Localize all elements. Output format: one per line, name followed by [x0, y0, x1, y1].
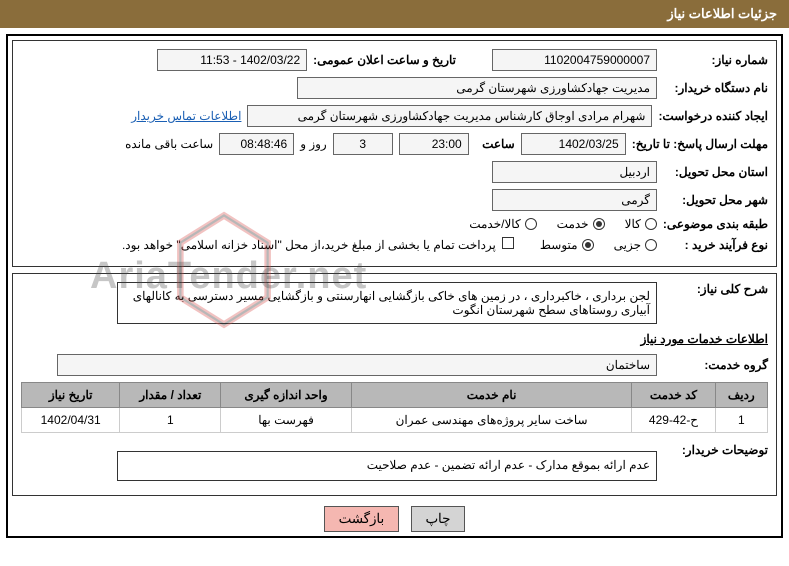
radio-both-label: کالا/خدمت — [469, 217, 520, 231]
details-panel: شماره نیاز: 1102004759000007 تاریخ و ساع… — [12, 40, 777, 267]
table-header: نام خدمت — [351, 383, 632, 408]
days-suffix: روز و — [300, 137, 327, 151]
countdown: 08:48:46 — [219, 133, 294, 155]
table-header: تعداد / مقدار — [120, 383, 221, 408]
days-count: 3 — [333, 133, 393, 155]
payment-note: پرداخت تمام یا بخشی از مبلغ خرید،از محل … — [122, 238, 496, 252]
province-label: استان محل تحویل: — [663, 165, 768, 179]
buyer-notes-label: توضیحات خریدار: — [663, 443, 768, 457]
time-label: ساعت — [475, 137, 515, 151]
table-cell: ح-42-429 — [632, 408, 715, 433]
deadline-label: مهلت ارسال پاسخ: تا تاریخ: — [632, 137, 768, 151]
table-cell: ساخت سایر پروژه‌های مهندسی عمران — [351, 408, 632, 433]
radio-service[interactable] — [593, 218, 605, 230]
table-header: واحد اندازه گیری — [221, 383, 351, 408]
page-title: جزئیات اطلاعات نیاز — [0, 0, 789, 28]
announce-value: 1402/03/22 - 11:53 — [157, 49, 307, 71]
description-panel: شرح کلی نیاز: لجن برداری ، خاکبرداری ، د… — [12, 273, 777, 496]
radio-goods[interactable] — [645, 218, 657, 230]
radio-both[interactable] — [525, 218, 537, 230]
desc-text: لجن برداری ، خاکبرداری ، در زمین های خاک… — [117, 282, 657, 324]
treasury-checkbox[interactable] — [502, 237, 514, 249]
creator-value: شهرام مرادی اوجاق کارشناس مدیریت جهادکشا… — [247, 105, 652, 127]
radio-service-label: خدمت — [557, 217, 589, 231]
back-button[interactable]: بازگشت — [324, 506, 400, 532]
request-no-value: 1102004759000007 — [492, 49, 657, 71]
table-header: تاریخ نیاز — [22, 383, 120, 408]
category-label: طبقه بندی موضوعی: — [663, 217, 768, 231]
radio-minor[interactable] — [645, 239, 657, 251]
request-no-label: شماره نیاز: — [663, 53, 768, 67]
city-label: شهر محل تحویل: — [663, 193, 768, 207]
table-cell: 1 — [120, 408, 221, 433]
announce-label: تاریخ و ساعت اعلان عمومی: — [313, 53, 456, 67]
table-cell: فهرست بها — [221, 408, 351, 433]
print-button[interactable]: چاپ — [411, 506, 466, 532]
contact-link[interactable]: اطلاعات تماس خریدار — [131, 109, 241, 123]
group-label: گروه خدمت: — [663, 358, 768, 372]
creator-label: ایجاد کننده درخواست: — [658, 109, 768, 123]
table-header: ردیف — [715, 383, 767, 408]
radio-goods-label: کالا — [625, 217, 641, 231]
desc-label: شرح کلی نیاز: — [663, 282, 768, 296]
radio-minor-label: جزیی — [614, 238, 641, 252]
deadline-date: 1402/03/25 — [521, 133, 626, 155]
services-table: ردیفکد خدمتنام خدمتواحد اندازه گیریتعداد… — [21, 382, 768, 433]
purchase-type-label: نوع فرآیند خرید : — [663, 238, 768, 252]
table-cell: 1 — [715, 408, 767, 433]
province-value: اردبیل — [492, 161, 657, 183]
table-header: کد خدمت — [632, 383, 715, 408]
radio-medium[interactable] — [582, 239, 594, 251]
deadline-time: 23:00 — [399, 133, 469, 155]
buyer-notes: عدم ارائه بموقع مدارک - عدم ارائه تضمین … — [117, 451, 657, 481]
buyer-org-label: نام دستگاه خریدار: — [663, 81, 768, 95]
buyer-org-value: مدیریت جهادکشاورزی شهرستان گرمی — [297, 77, 657, 99]
purchase-type-radio-group: جزیی متوسط — [540, 238, 657, 252]
table-row: 1ح-42-429ساخت سایر پروژه‌های مهندسی عمرا… — [22, 408, 768, 433]
services-title: اطلاعات خدمات مورد نیاز — [21, 332, 768, 346]
radio-medium-label: متوسط — [540, 238, 578, 252]
table-cell: 1402/04/31 — [22, 408, 120, 433]
remaining-suffix: ساعت باقی مانده — [125, 137, 213, 151]
group-value: ساختمان — [57, 354, 657, 376]
city-value: گرمی — [492, 189, 657, 211]
category-radio-group: کالا خدمت کالا/خدمت — [469, 217, 657, 231]
